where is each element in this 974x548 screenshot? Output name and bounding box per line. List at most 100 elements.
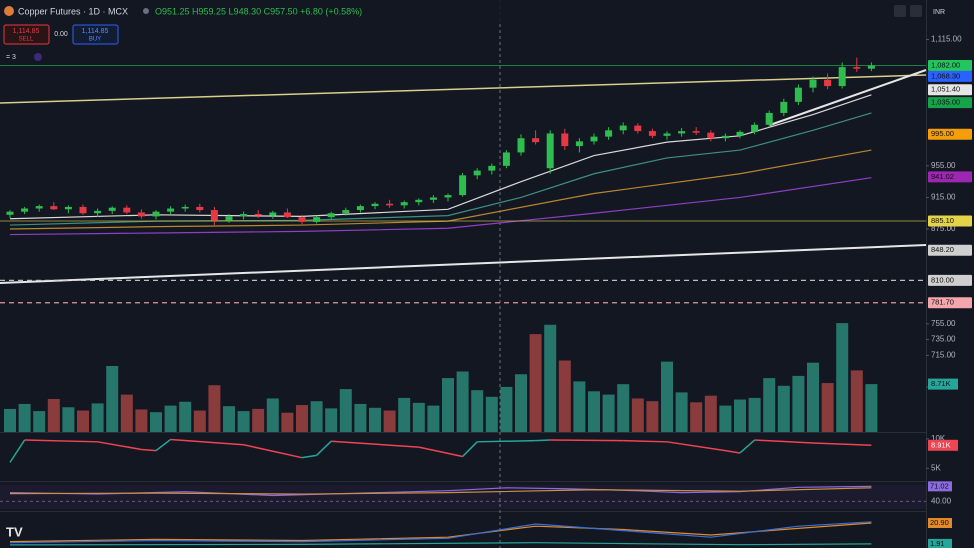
volume-bar: [500, 386, 513, 432]
level-label: 885.10: [931, 216, 954, 225]
oscillator-segment: [418, 446, 463, 458]
volume-bar: [515, 374, 527, 432]
ohlc-legend: O951.25 H959.25 L948.30 C957.50 +6.80 (+…: [155, 6, 362, 16]
volume-bar: [850, 370, 863, 432]
volume-bar: [573, 381, 586, 432]
volume-bar: [427, 405, 440, 432]
oscillator-segment: [462, 441, 478, 458]
currency[interactable]: INR: [933, 9, 945, 16]
candle-body: [283, 212, 291, 218]
buy-price[interactable]: 1,114.85: [82, 28, 109, 35]
volume-bar: [485, 396, 498, 432]
candle-body: [765, 112, 773, 125]
symbol-title[interactable]: Copper Futures · 1D · MCX: [18, 6, 128, 16]
level-badge: [928, 171, 972, 183]
oscillator-segment: [170, 438, 244, 446]
oscillator-segment: [97, 441, 142, 451]
candle-body: [488, 165, 496, 171]
level-badge: [928, 60, 972, 72]
candle-body: [50, 206, 58, 210]
candle-body: [167, 208, 175, 212]
candle-body: [721, 135, 729, 139]
candle-body: [605, 130, 613, 137]
value-badge: [928, 518, 952, 529]
volume-bar: [33, 411, 46, 432]
volume-bar: [47, 399, 60, 432]
trend-line[interactable]: [0, 74, 927, 104]
buy-button[interactable]: [72, 24, 119, 45]
plot-area: 1,115.00 955.00 915.00 875.00 755.00 735.00 71…: [0, 35, 972, 548]
buy-label[interactable]: BUY: [89, 37, 101, 43]
volume-bar: [777, 385, 790, 432]
trend-line[interactable]: [769, 69, 927, 126]
moving-average: [9, 177, 872, 236]
volume-bar: [558, 360, 571, 432]
volume-bar: [631, 398, 644, 432]
indicator-toggle[interactable]: = 3: [6, 54, 16, 61]
volume-bar: [354, 403, 367, 432]
candle-body: [386, 203, 394, 206]
volume-bar: [164, 405, 177, 432]
level-label: 1,068.30: [931, 71, 960, 80]
candle-body: [473, 170, 481, 176]
volume-bar: [296, 405, 308, 432]
oscillator-segment: [812, 442, 872, 447]
sell-price[interactable]: 1,114.85: [13, 28, 40, 35]
level-badge: [928, 84, 972, 96]
toolbar-button[interactable]: [910, 5, 922, 17]
candle-body: [137, 212, 145, 217]
volume-bar: [339, 389, 352, 432]
toolbar-button[interactable]: [894, 5, 906, 17]
value-label: 1.91: [930, 539, 945, 548]
indicator-icon[interactable]: [34, 53, 42, 61]
candle-body: [459, 175, 467, 196]
value-label: 20.90: [930, 518, 949, 527]
volume-bar: [91, 403, 104, 432]
status-dot: [143, 8, 149, 14]
candle-body: [867, 65, 875, 69]
volume-bar: [529, 334, 542, 432]
candle-body: [225, 216, 233, 221]
volume-bar: [588, 391, 600, 432]
level-badge: [928, 297, 972, 309]
candle-body: [269, 212, 277, 216]
candle-body: [619, 125, 627, 131]
volume-bar: [150, 412, 162, 432]
rsi-line: [9, 487, 872, 495]
level-badge: [928, 70, 972, 82]
candle-body: [21, 208, 29, 212]
candle-body: [298, 217, 306, 222]
candle-body: [838, 67, 846, 87]
volume-bar: [383, 410, 396, 432]
candle-body: [123, 207, 131, 213]
volume-label: 8.71K: [931, 379, 951, 388]
volume-bar: [106, 366, 119, 432]
candle-body: [415, 199, 423, 203]
oscillator-segment: [316, 440, 332, 456]
candle-body: [561, 133, 569, 147]
oscillator-segment: [535, 439, 551, 442]
oscillator-segment: [243, 444, 303, 459]
y-tick-label: 955.00: [931, 161, 956, 170]
sell-button[interactable]: [3, 24, 50, 45]
level-badge: [928, 244, 972, 256]
volume-badge: [928, 378, 958, 390]
trend-line[interactable]: [0, 244, 927, 284]
candle-body: [736, 131, 744, 136]
level-label: 1,051.40: [931, 85, 960, 94]
level-label: 941.02: [931, 172, 954, 181]
volume-bar: [471, 390, 484, 432]
level-label: 995.00: [931, 129, 954, 138]
volume-bar: [4, 408, 16, 432]
candle-body: [648, 131, 656, 136]
value-label: 71.02: [930, 481, 949, 490]
logo: TV: [6, 524, 23, 539]
sell-label[interactable]: SELL: [19, 37, 34, 43]
oscillator-segment: [666, 441, 726, 452]
volume-bar: [792, 375, 805, 432]
candle-body: [356, 206, 364, 211]
candle-body: [79, 206, 87, 214]
candle-body: [35, 206, 43, 209]
candle-body: [751, 124, 759, 132]
